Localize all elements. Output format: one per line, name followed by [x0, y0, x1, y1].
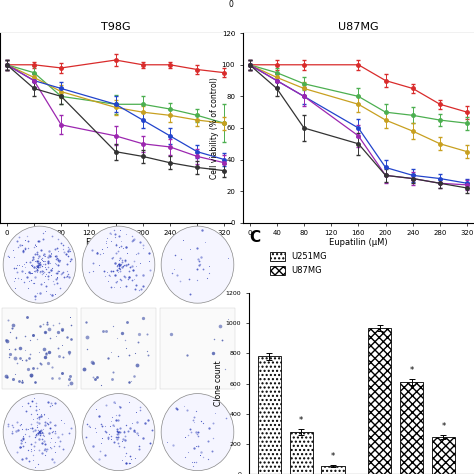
X-axis label: Eupatilin (μM): Eupatilin (μM) [329, 238, 388, 247]
Circle shape [3, 226, 76, 303]
Title: U87MG: U87MG [338, 22, 379, 32]
Bar [1, 308, 77, 389]
Title: T98G: T98G [101, 22, 130, 32]
X-axis label: Eupatilin (μM): Eupatilin (μM) [329, 51, 388, 60]
Legend: U251MG, U87MG: U251MG, U87MG [270, 252, 327, 275]
Bar [160, 308, 236, 389]
Legend: 8h, 16h, 24h, 48h, 72h, 96h: 8h, 16h, 24h, 48h, 72h, 96h [273, 97, 302, 140]
Bar [81, 308, 156, 389]
Circle shape [3, 393, 76, 471]
Circle shape [161, 226, 234, 303]
Circle shape [161, 393, 234, 471]
X-axis label: Eupatilin (μM): Eupatilin (μM) [86, 238, 145, 247]
Y-axis label: Cell viability (% of control): Cell viability (% of control) [210, 77, 219, 179]
X-axis label: Eupatilin (μM): Eupatilin (μM) [86, 51, 145, 60]
Circle shape [82, 226, 155, 303]
Text: C: C [249, 230, 260, 246]
Text: 0: 0 [228, 0, 234, 9]
Circle shape [82, 393, 155, 471]
